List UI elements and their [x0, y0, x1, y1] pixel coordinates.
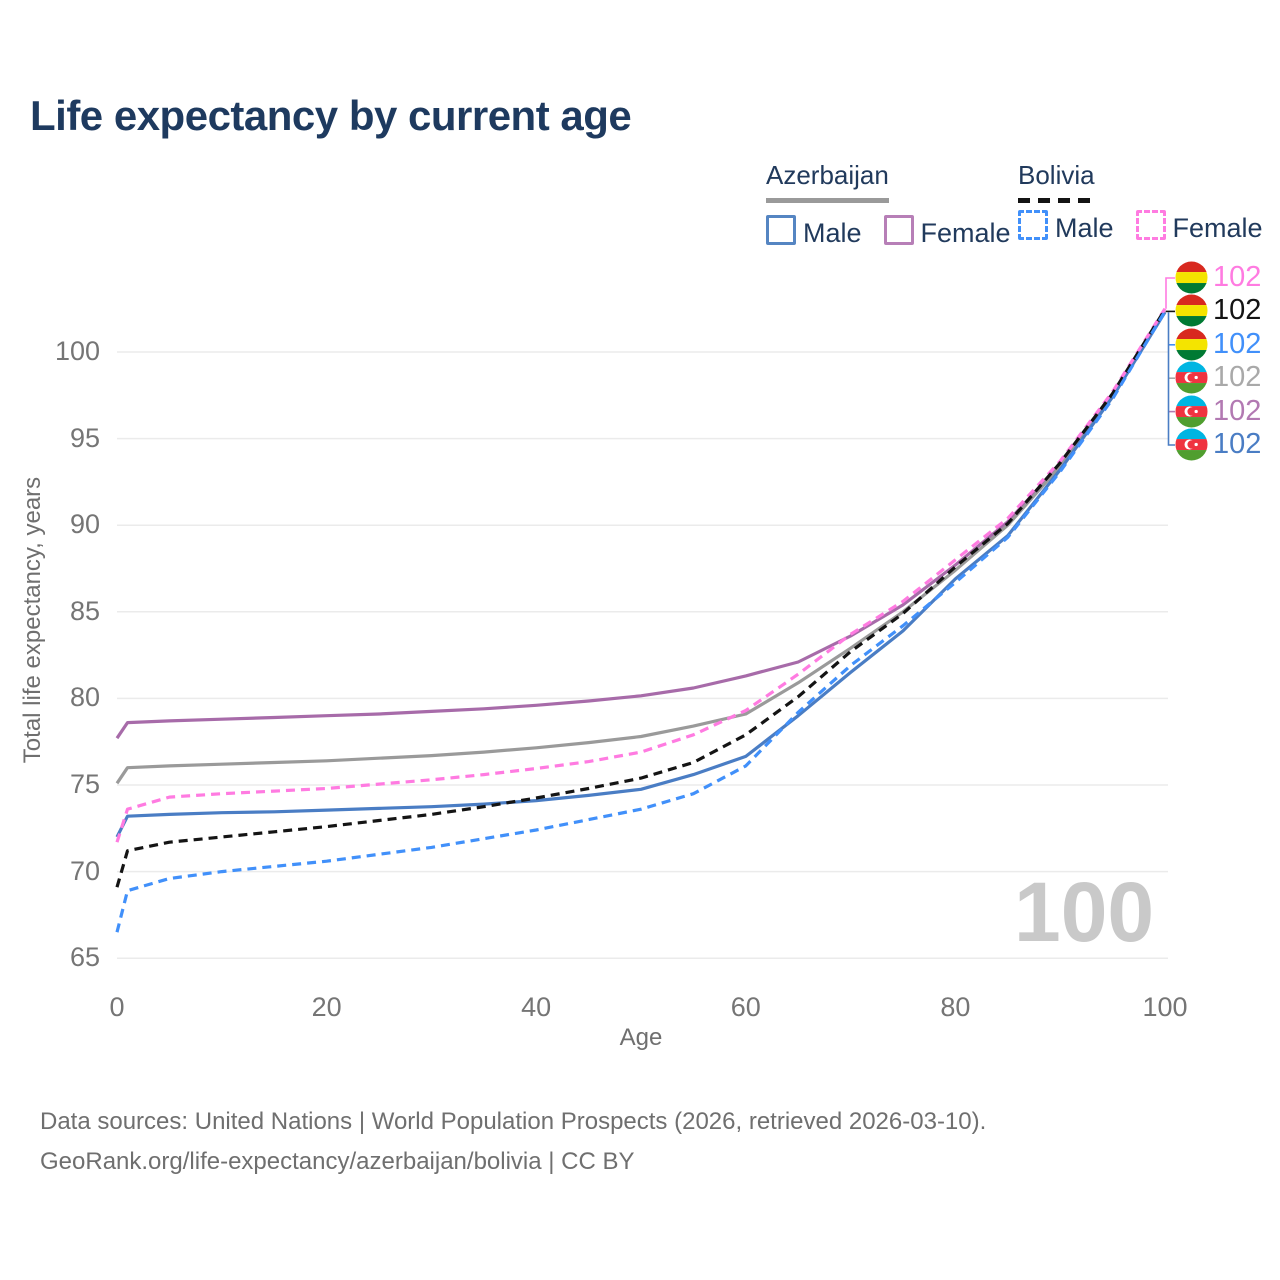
- end-value-azerbaijan-male: 102: [1213, 428, 1262, 460]
- y-tick-85: 85: [69, 595, 100, 626]
- legend-swatch-bolivia-male[interactable]: [1018, 210, 1048, 240]
- hover-age-watermark: 100: [1014, 865, 1155, 959]
- y-tick-80: 80: [69, 682, 100, 713]
- bolivia-flag-icon: [1175, 261, 1208, 294]
- x-tick-20: 20: [311, 992, 342, 1022]
- series-line-azerbaijan-male: [115, 311, 1167, 838]
- x-tick-0: 0: [109, 992, 125, 1022]
- azerbaijan-flag-icon: [1175, 361, 1208, 394]
- legend-label-azerbaijan-male[interactable]: Male: [803, 218, 862, 248]
- series-line-azerbaijan: [115, 309, 1167, 785]
- x-tick-60: 60: [730, 992, 761, 1022]
- bolivia-flag-icon: [1175, 328, 1208, 361]
- attribution-text: GeoRank.org/life-expectancy/azerbaijan/b…: [40, 1148, 635, 1175]
- leader-line-azerbaijan-male: [1167, 312, 1175, 446]
- end-value-bolivia-male: 102: [1213, 327, 1262, 360]
- bolivia-flag-icon: [1175, 294, 1208, 327]
- legend-swatch-azerbaijan-male[interactable]: [766, 215, 796, 245]
- legend-country-bolivia[interactable]: Bolivia: [1018, 160, 1095, 203]
- azerbaijan-flag-icon: [1175, 428, 1208, 461]
- end-label-row-azerbaijan-female: 102: [1175, 395, 1261, 429]
- legend-label-bolivia-male[interactable]: Male: [1055, 213, 1114, 243]
- x-tick-100: 100: [1142, 992, 1188, 1022]
- y-tick-90: 90: [69, 509, 100, 540]
- y-tick-65: 65: [69, 942, 100, 973]
- end-value-azerbaijan: 102: [1213, 361, 1262, 394]
- series-line-bolivia: [115, 308, 1167, 888]
- legend-label-bolivia-female[interactable]: Female: [1172, 213, 1263, 243]
- page-title: Life expectancy by current age: [30, 92, 632, 139]
- y-tick-100: 100: [54, 336, 100, 366]
- leader-line-bolivia-female: [1165, 277, 1175, 309]
- end-value-azerbaijan-female: 102: [1213, 394, 1262, 427]
- series-line-bolivia-female: [115, 307, 1167, 843]
- end-label-row-bolivia: 102: [1175, 294, 1261, 328]
- data-sources-text: Data sources: United Nations | World Pop…: [40, 1108, 987, 1135]
- x-tick-80: 80: [940, 992, 971, 1022]
- end-label-row-bolivia-male: 102: [1175, 328, 1261, 362]
- end-label-row-azerbaijan-male: 102: [1175, 428, 1261, 462]
- y-tick-95: 95: [69, 422, 100, 453]
- azerbaijan-flag-icon: [1175, 395, 1208, 428]
- chart-plot-area: [115, 277, 1175, 959]
- legend-swatch-azerbaijan-female[interactable]: [883, 215, 914, 245]
- y-tick-75: 75: [69, 769, 100, 799]
- end-value-bolivia-female: 102: [1213, 261, 1262, 293]
- legend-group-bolivia: Bolivia Male Female: [1018, 160, 1280, 244]
- legend-swatch-bolivia-female[interactable]: [1135, 210, 1166, 240]
- legend-group-azerbaijan: Azerbaijan Male Female: [766, 160, 1033, 249]
- end-value-bolivia: 102: [1213, 294, 1262, 327]
- series-line-bolivia-male: [115, 310, 1167, 933]
- end-label-row-azerbaijan: 102: [1175, 361, 1261, 395]
- end-label-row-bolivia-female: 102: [1175, 261, 1261, 295]
- x-tick-40: 40: [521, 992, 552, 1022]
- x-axis-title: Age: [619, 1024, 663, 1051]
- legend-label-azerbaijan-female[interactable]: Female: [920, 218, 1011, 248]
- series-line-azerbaijan-female: [115, 309, 1167, 740]
- y-tick-70: 70: [69, 855, 100, 886]
- legend-country-azerbaijan[interactable]: Azerbaijan: [766, 160, 889, 203]
